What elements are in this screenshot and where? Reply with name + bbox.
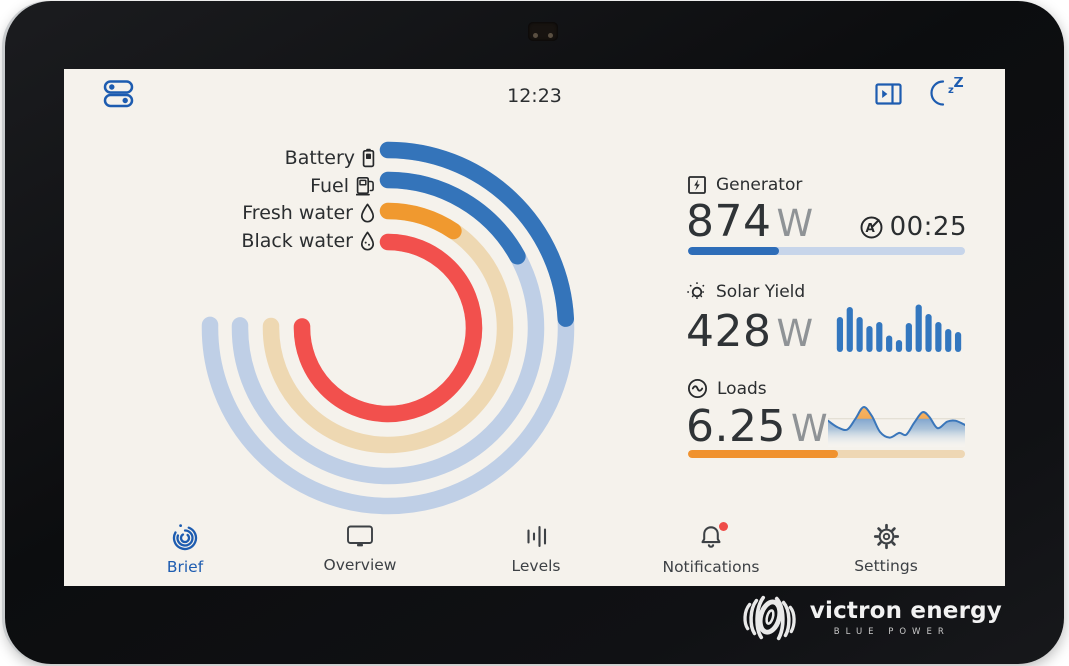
generator-runtime-value: 00:25: [889, 212, 967, 242]
tab-settings[interactable]: Settings: [811, 523, 961, 575]
brand-tagline: BLUE POWER: [833, 626, 950, 637]
clock: 12:23: [507, 85, 562, 107]
ac-sine-icon: [687, 378, 708, 399]
fuel-pump-icon: [356, 176, 374, 196]
generator-progress-bar: [688, 247, 965, 255]
remote-exit-icon[interactable]: [875, 83, 902, 105]
light-sensor: [528, 22, 558, 41]
victron-swirl-icon: [743, 595, 796, 641]
solar-value: 428 W: [686, 306, 814, 357]
solar-header[interactable]: Solar Yield: [687, 282, 805, 302]
screen: 12:23 z Z Battery: [64, 69, 1005, 586]
loads-label: Loads: [717, 378, 767, 399]
svg-text:Z: Z: [954, 77, 964, 91]
loads-value: 6.25 W: [686, 401, 828, 452]
gauge-label-fuel: Fuel: [310, 175, 375, 197]
tab-notifications[interactable]: Notifications: [636, 522, 786, 576]
gauge-label-battery: Battery: [285, 147, 375, 169]
level-gauges-chart: [201, 141, 575, 515]
svg-text:A: A: [865, 220, 875, 234]
generator-icon: [688, 176, 706, 194]
svg-text:z: z: [948, 85, 954, 96]
gauge-label-black-water: Black water: [241, 230, 375, 252]
tab-brief[interactable]: Brief: [110, 523, 260, 576]
solar-label: Solar Yield: [716, 282, 806, 302]
battery-icon: [362, 148, 375, 168]
gear-icon: [873, 523, 899, 550]
solar-bar-chart: [836, 304, 962, 352]
sun-icon: [687, 282, 707, 302]
gauge-label-fresh-water: Fresh water: [242, 202, 375, 224]
auto-run-icon: A: [860, 216, 883, 238]
brand-name: victron energy: [809, 597, 1002, 624]
tab-levels[interactable]: Levels: [461, 523, 611, 575]
generator-value: 874 W: [686, 196, 814, 247]
branding: victron energy BLUE POWER: [738, 590, 1002, 646]
notification-badge: [719, 522, 728, 531]
overview-display-icon: [347, 525, 373, 547]
menu-toggles-icon[interactable]: [103, 78, 134, 109]
droplet-waste-icon: [360, 231, 375, 251]
droplet-icon: [360, 203, 375, 223]
generator-runtime: A 00:25: [859, 212, 967, 242]
levels-bars-icon: [526, 525, 546, 548]
generator-header[interactable]: Generator: [687, 175, 802, 195]
tab-overview[interactable]: Overview: [285, 523, 435, 574]
loads-area-chart: [828, 406, 965, 447]
loads-header[interactable]: Loads: [687, 378, 767, 399]
moon-zz-icon[interactable]: z Z: [928, 77, 964, 109]
generator-label: Generator: [716, 175, 803, 195]
loads-progress-fill: [688, 450, 838, 458]
brief-arcs-icon: [172, 524, 198, 551]
generator-progress-fill: [688, 247, 780, 255]
bell-icon: [701, 526, 721, 548]
loads-progress-bar: [688, 450, 965, 458]
